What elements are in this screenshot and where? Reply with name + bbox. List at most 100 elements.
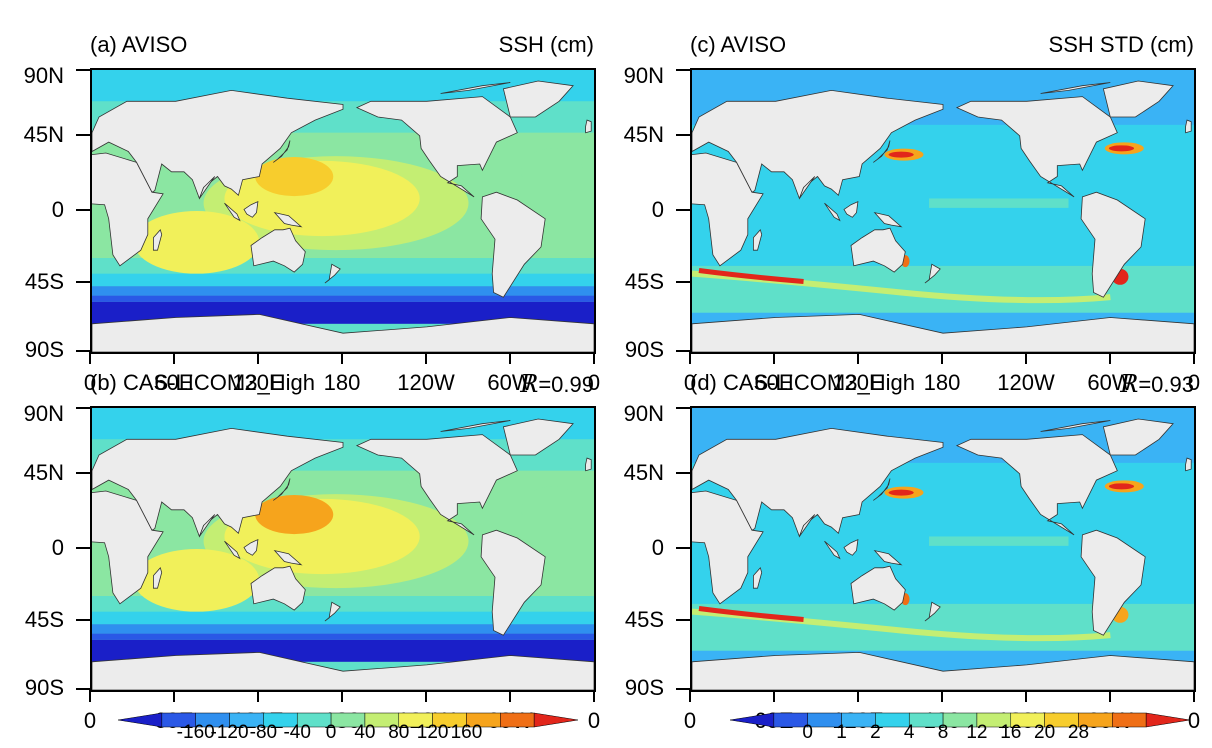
landmass-africa: [92, 152, 164, 267]
colorbar-label: 20: [1034, 722, 1056, 743]
longitude-label: 180: [923, 370, 961, 395]
landmass-sumatra: [224, 540, 241, 560]
landmass-india-sea: [799, 514, 816, 537]
longitude-label: 60W: [487, 370, 533, 395]
longitude-label: 60E: [154, 370, 194, 395]
landmass-new-zealand: [924, 263, 941, 284]
landmass-uk: [1185, 457, 1192, 472]
landmass-greenland: [502, 80, 574, 118]
south-band-3: [92, 633, 594, 640]
latitude-tick: [76, 350, 90, 352]
longitude-tick: [257, 690, 259, 702]
latitude-tick: [76, 209, 90, 211]
longitude-tick: [689, 352, 691, 364]
landmass-new-guinea: [873, 211, 903, 228]
landmass-japan: [873, 478, 891, 501]
panel-b: (b) CAS-LICOM3_High R=0.99 90N 45N 0 45S 90S 0 6…: [0, 368, 600, 740]
latitude-tick: [76, 69, 90, 71]
agulhas-streak: [698, 268, 804, 284]
colorbar-label: 0: [802, 722, 813, 743]
landmass-india-sea: [199, 514, 216, 537]
landmass-africa: [692, 152, 764, 267]
landmass-arctic-islands: [440, 420, 511, 432]
latitude-tick: [76, 547, 90, 549]
indian-warm: [133, 549, 260, 612]
longitude-tick: [173, 690, 175, 702]
latitude-tick: [676, 134, 690, 136]
longitude-label: 120W: [997, 370, 1055, 395]
landmass-australia: [850, 565, 906, 611]
correlation-value: =0.99: [538, 372, 594, 397]
colorbar-segment: [500, 712, 535, 728]
landmass-borneo: [843, 200, 859, 218]
latitude-label: 45S: [24, 269, 64, 294]
panel-title: (b) CAS-LICOM3_High: [90, 370, 315, 395]
landmass-australia: [850, 227, 906, 273]
longitude-tick: [773, 690, 775, 702]
latitude-tick: [76, 619, 90, 621]
landmass-antarctica: [92, 313, 594, 352]
landmass-arctic-islands: [440, 82, 511, 94]
landmass-madagascar: [153, 566, 163, 589]
landmass-sumatra: [224, 202, 241, 222]
longitude-label: 0: [683, 708, 697, 733]
colorbar-segment: [730, 712, 775, 728]
latitude-label: 45S: [624, 607, 664, 632]
longitude-label: 60W: [1087, 370, 1133, 395]
landmass-south-america: [480, 529, 546, 636]
latitude-tick: [76, 472, 90, 474]
std-colorbar: 0 1 2 4 8 12 16 20 28: [730, 712, 1190, 743]
longitude-tick: [1193, 690, 1195, 702]
colorbar-label: 4: [903, 722, 915, 743]
latitude-label: 0: [51, 197, 64, 222]
latitude-label: 45N: [623, 122, 664, 147]
landmass-borneo: [243, 538, 259, 556]
map-canvas: [92, 70, 594, 352]
panel-c: (c) AVISO SSH STD (cm) 90N 45N 0 45S 90S 0 60E 12…: [600, 30, 1200, 402]
landmass-north-america: [955, 96, 1118, 198]
gulfstream-core: [1108, 483, 1135, 490]
latitude-label: 0: [651, 535, 664, 560]
map-b: [90, 406, 596, 692]
landmass-new-guinea: [273, 211, 303, 228]
longitude-label: 0: [683, 370, 697, 395]
longitude-tick: [425, 352, 427, 364]
latitude-label: 45S: [624, 269, 664, 294]
landmass-greenland: [502, 418, 574, 456]
landmass-india-sea: [799, 176, 816, 199]
map-d: [690, 406, 1196, 692]
longitude-label: 120E: [832, 370, 884, 395]
landmass-north-america: [955, 434, 1118, 536]
colorbar-canvas: [730, 712, 1190, 728]
latitude-label: 0: [51, 535, 64, 560]
landmass-new-zealand: [324, 263, 341, 284]
longitude-tick: [1109, 690, 1111, 702]
latitude-tick: [676, 350, 690, 352]
colorbar-label: 28: [1067, 722, 1090, 743]
landmass-sumatra: [824, 540, 841, 560]
longitude-tick: [857, 690, 859, 702]
panel-a: (a) AVISO SSH (cm) 90N 45N 0 45S 90S 0 60E 120E 18…: [0, 30, 600, 402]
south-band-2: [92, 624, 594, 634]
colorbar-segment: [1112, 712, 1147, 728]
latitude-label: 90N: [623, 401, 664, 426]
landmass-australia: [250, 565, 306, 611]
longitude-label: 120W: [397, 370, 455, 395]
latitude-label: 90S: [624, 675, 664, 700]
panel-right-title: SSH STD (cm): [1048, 32, 1194, 57]
map-canvas: [692, 408, 1194, 690]
latitude-tick: [676, 209, 690, 211]
landmass-africa: [692, 490, 764, 605]
landmass-japan: [273, 140, 291, 163]
gulfstream-core: [1108, 145, 1135, 152]
longitude-tick: [341, 690, 343, 702]
landmass-madagascar: [753, 228, 763, 251]
longitude-tick: [173, 352, 175, 364]
longitude-label: 0: [587, 708, 601, 733]
antarctic-band: [692, 650, 1194, 662]
panel-title: (d) CAS-LICOM3_High: [690, 370, 915, 395]
landmass-north-america: [355, 96, 518, 198]
landmass-new-guinea: [273, 549, 303, 566]
longitude-tick: [509, 352, 511, 364]
south-band-1: [92, 273, 594, 287]
